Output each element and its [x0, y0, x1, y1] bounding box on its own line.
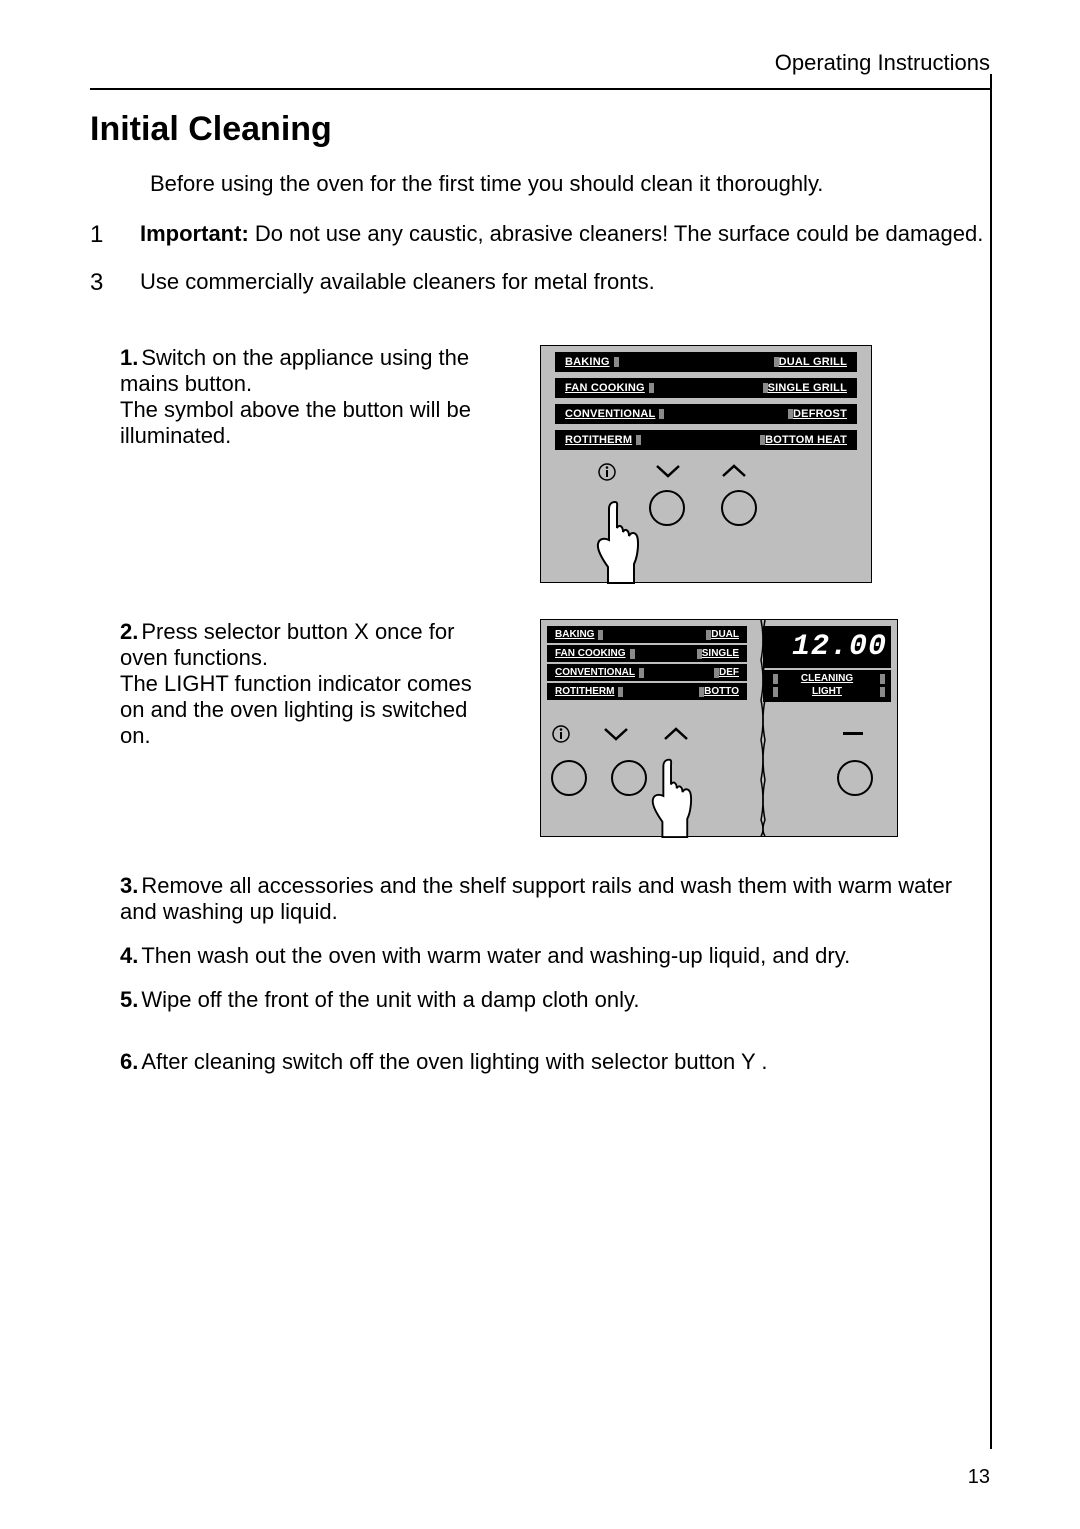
step-4-num: 4. — [120, 943, 138, 968]
step-4-text: Then wash out the oven with warm water a… — [141, 943, 850, 968]
tip-row: 3 Use commercially available cleaners fo… — [90, 269, 990, 297]
step-2-line2: The LIGHT function indicator comes on an… — [120, 671, 472, 748]
step-2-line1a: Press selector button — [141, 619, 354, 644]
panel-label-strip: FAN COOKINGSINGLE GRILL — [555, 378, 857, 398]
page-header: Operating Instructions — [90, 50, 990, 76]
panel1-button-up[interactable] — [721, 490, 757, 526]
panel1-button-down[interactable] — [649, 490, 685, 526]
step-4: 4.Then wash out the oven with warm water… — [120, 943, 990, 969]
step-2: 2.Press selector button X once for oven … — [120, 619, 990, 837]
right-margin-rule — [990, 74, 992, 1449]
tear-line — [759, 620, 767, 836]
panel2-button-right[interactable] — [837, 760, 873, 796]
step-3: 3.Remove all accessories and the shelf s… — [120, 873, 990, 925]
panel2-label-strip: ROTITHERMBOTTO — [547, 683, 747, 700]
control-panel-2: BAKINGDUAL FAN COOKINGSINGLE CONVENTIONALD… — [500, 619, 990, 837]
step-6-btn: Y — [741, 1049, 755, 1074]
tip-text: Use commercially available cleaners for … — [140, 269, 990, 297]
step-6: 6.After cleaning switch off the oven lig… — [120, 1049, 990, 1075]
chevron-down-icon-2 — [601, 725, 631, 743]
warning-body: Do not use any caustic, abrasive cleaner… — [249, 221, 984, 246]
step-5-num: 5. — [120, 987, 138, 1012]
step-3-text: Remove all accessories and the shelf sup… — [120, 873, 952, 924]
panel-label-strip: BAKINGDUAL GRILL — [555, 352, 857, 372]
panel2-label-strip: BAKINGDUAL — [547, 626, 747, 643]
step-1-num: 1. — [120, 345, 138, 370]
step-1-line2: The symbol above the button will be illu… — [120, 397, 471, 448]
step-6-text-b: . — [755, 1049, 767, 1074]
warning-marker: 1 — [90, 221, 140, 249]
step-5-text: Wipe off the front of the unit with a da… — [141, 987, 639, 1012]
warning-bold: Important: — [140, 221, 249, 246]
hand-icon-2 — [641, 752, 701, 838]
warning-row: 1 Important: Do not use any caustic, abr… — [90, 221, 990, 249]
step-1: 1.Switch on the appliance using the main… — [120, 345, 990, 583]
chevron-up-icon — [719, 462, 749, 480]
step-2-text: 2.Press selector button X once for oven … — [120, 619, 500, 749]
panel-label-strip: CONVENTIONALDEFROST — [555, 404, 857, 424]
step-3-num: 3. — [120, 873, 138, 898]
dash-icon — [843, 732, 863, 735]
panel2-right-label: LIGHT — [769, 686, 885, 697]
step-6-text-a: After cleaning switch off the oven light… — [141, 1049, 741, 1074]
warning-text: Important: Do not use any caustic, abras… — [140, 221, 990, 249]
info-icon-2 — [551, 724, 571, 744]
info-icon — [597, 462, 617, 482]
step-1-text: 1.Switch on the appliance using the main… — [120, 345, 500, 449]
panel2-button-1[interactable] — [551, 760, 587, 796]
panel2-label-strip: FAN COOKINGSINGLE — [547, 645, 747, 662]
step-5: 5.Wipe off the front of the unit with a … — [120, 987, 990, 1013]
panel-label-strip: ROTITHERMBOTTOM HEAT — [555, 430, 857, 450]
step-1-line1: Switch on the appliance using the mains … — [120, 345, 469, 396]
panel2-label-strip: CONVENTIONALDEF — [547, 664, 747, 681]
tip-marker: 3 — [90, 269, 140, 297]
chevron-down-icon — [653, 462, 683, 480]
step-6-num: 6. — [120, 1049, 138, 1074]
step-2-btn: X — [354, 619, 369, 644]
panel2-right-label: CLEANING — [769, 673, 885, 684]
chevron-up-icon-2 — [661, 725, 691, 743]
page-number: 13 — [968, 1466, 990, 1489]
digital-time: 12.00 — [792, 630, 887, 664]
control-panel-1: BAKINGDUAL GRILL FAN COOKINGSINGLE GRILL C… — [500, 345, 990, 583]
step-2-num: 2. — [120, 619, 138, 644]
section-title: Initial Cleaning — [90, 110, 990, 149]
hand-icon — [587, 494, 647, 584]
digital-display: 12.00 — [763, 626, 891, 668]
intro-text: Before using the oven for the first time… — [150, 171, 990, 197]
top-rule — [90, 88, 990, 90]
